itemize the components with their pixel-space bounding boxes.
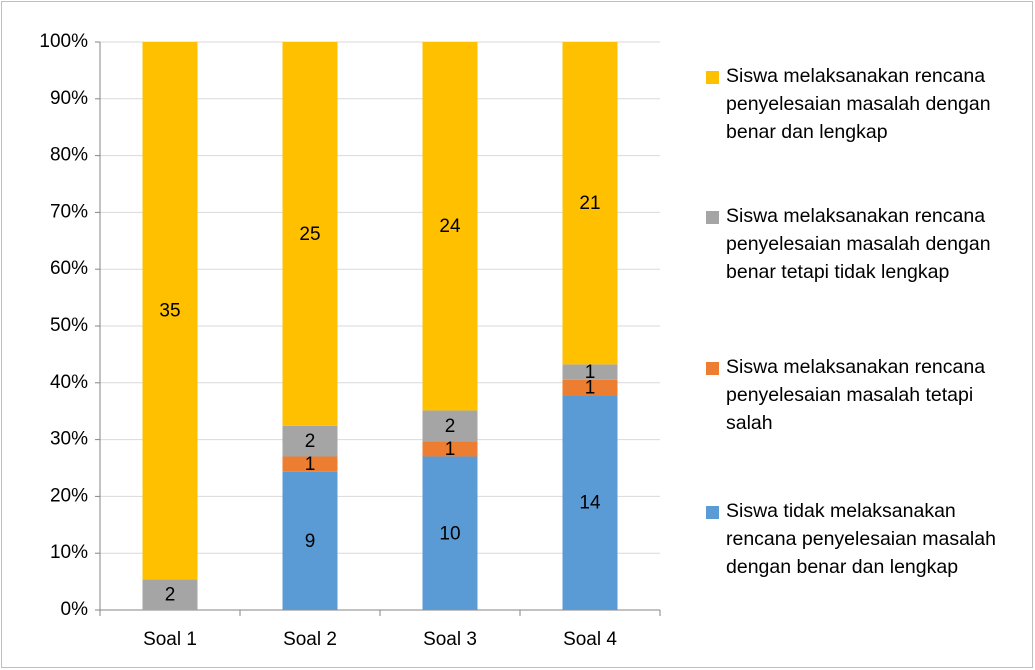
x-tick-label: Soal 2 <box>283 629 337 650</box>
legend-swatch <box>706 211 719 224</box>
y-tick-label: 90% <box>50 88 88 109</box>
bar-segment <box>562 364 618 380</box>
y-tick-label: 10% <box>50 542 88 563</box>
y-tick-label: 70% <box>50 201 88 222</box>
data-label: 1 <box>585 377 596 398</box>
bar-segment <box>562 395 618 610</box>
legend-label: Siswa melaksanakan rencana penyelesaian … <box>726 356 986 434</box>
y-tick-label: 50% <box>50 315 88 336</box>
y-tick-label: 40% <box>50 372 88 393</box>
legend-label: Siswa melaksanakan rencana penyelesaian … <box>726 65 991 143</box>
legend-swatch <box>706 71 719 84</box>
y-tick-label: 80% <box>50 145 88 166</box>
data-label: 35 <box>159 301 180 322</box>
data-label: 1 <box>305 454 316 475</box>
y-tick-label: 30% <box>50 429 88 450</box>
data-label: 14 <box>579 493 601 514</box>
legend-entry: Siswa melaksanakan rencana penyelesaian … <box>706 202 1016 286</box>
data-label: 1 <box>445 439 456 460</box>
data-label: 25 <box>299 224 320 245</box>
legend-label: Siswa melaksanakan rencana penyelesaian … <box>726 205 991 283</box>
y-tick-label: 100% <box>39 31 88 52</box>
data-label: 24 <box>439 216 461 237</box>
data-label: 9 <box>305 531 316 552</box>
bar-segment <box>282 471 338 610</box>
legend-swatch <box>706 362 719 375</box>
bar-segment <box>422 441 478 457</box>
bar-segment <box>422 456 478 610</box>
bar-segment <box>282 425 338 457</box>
bar-segment <box>282 42 338 426</box>
y-tick-label: 0% <box>61 599 89 620</box>
bar-segment <box>422 42 478 411</box>
bar-segment <box>142 579 198 610</box>
x-tick-label: Soal 4 <box>563 629 617 650</box>
y-tick-label: 60% <box>50 258 88 279</box>
x-tick-label: Soal 3 <box>423 629 477 650</box>
legend-swatch <box>706 506 719 519</box>
legend-entry: Siswa tidak melaksanakan rencana penyele… <box>706 497 1016 581</box>
data-label: 1 <box>585 362 596 383</box>
data-label: 2 <box>305 431 316 452</box>
data-label: 21 <box>579 193 600 214</box>
data-label: 2 <box>445 416 456 437</box>
bar-segment <box>562 379 618 396</box>
legend-entry: Siswa melaksanakan rencana penyelesaian … <box>706 62 1016 146</box>
bar-segment <box>142 42 198 580</box>
y-tick-label: 20% <box>50 485 88 506</box>
bar-segment <box>562 42 618 365</box>
data-label: 10 <box>439 523 460 544</box>
bar-segment <box>422 410 478 442</box>
bar-segment <box>282 456 338 472</box>
legend-label: Siswa tidak melaksanakan rencana penyele… <box>726 500 996 578</box>
legend-entry: Siswa melaksanakan rencana penyelesaian … <box>706 353 1016 437</box>
x-tick-label: Soal 1 <box>143 629 197 650</box>
data-label: 2 <box>165 585 176 606</box>
